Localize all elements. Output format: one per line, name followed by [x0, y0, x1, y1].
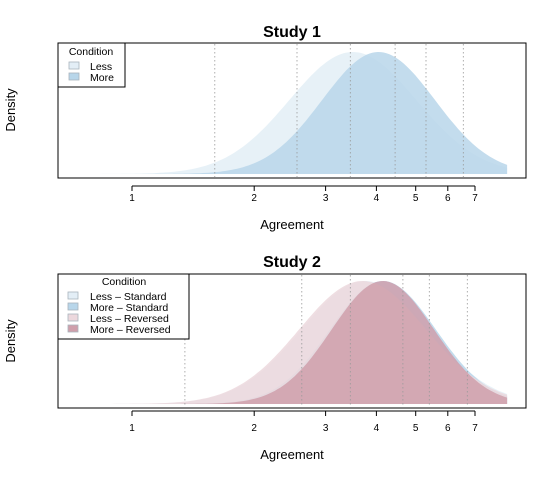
legend-title: Condition [69, 46, 114, 58]
legend: Condition Less – Standard More – Standar… [57, 273, 190, 340]
legend-box [57, 273, 190, 340]
legend-label: Less [90, 61, 112, 73]
x-axis: 1 2 3 4 5 6 7 [129, 410, 478, 434]
x-axis-label: Agreement [260, 217, 324, 232]
x-tick-label: 2 [251, 423, 257, 434]
legend-swatch [67, 291, 79, 300]
x-tick-label: 6 [445, 193, 451, 204]
legend-entry: Less [68, 61, 112, 73]
legend-swatch [67, 324, 79, 333]
plot-area [47, 273, 527, 409]
density-series [47, 52, 508, 174]
x-tick-label: 4 [374, 423, 380, 434]
y-axis-label: Density [3, 319, 18, 363]
x-tick-label: 1 [129, 193, 135, 204]
panel-study-2: Study 2 1 2 3 4 5 6 7 Agreement Density Condit… [3, 254, 527, 462]
x-tick-label: 5 [413, 193, 419, 204]
legend-title: Condition [102, 276, 147, 288]
x-tick-label: 2 [251, 193, 257, 204]
x-tick-label: 7 [472, 193, 478, 204]
x-axis: 1 2 3 4 5 6 7 [129, 185, 478, 204]
legend-swatch [67, 302, 79, 311]
density-areas [47, 281, 508, 404]
panel-study-1: Study 1 1 2 3 4 5 6 7 Agreement Density Condit… [3, 24, 527, 232]
x-tick-label: 3 [323, 423, 329, 434]
density-areas [47, 52, 508, 174]
x-tick-label: 3 [323, 193, 329, 204]
legend-entry: Less – Standard [67, 291, 167, 303]
legend-entry: More – Reversed [67, 324, 171, 336]
legend-entry: Less – Reversed [67, 313, 169, 325]
x-tick-label: 6 [445, 423, 451, 434]
x-tick-label: 4 [374, 193, 380, 204]
legend-swatch [67, 313, 79, 322]
x-tick-label: 5 [413, 423, 419, 434]
chart-title: Study 2 [263, 254, 321, 271]
legend: Condition Less More [57, 42, 126, 88]
x-tick-label: 1 [129, 423, 135, 434]
x-axis-label: Agreement [260, 447, 324, 462]
legend-label: More – Standard [90, 302, 168, 314]
plot-frame [57, 42, 527, 179]
legend-swatch [68, 61, 80, 70]
legend-swatch [68, 72, 80, 81]
legend-entry: More [68, 72, 114, 84]
x-tick-label: 7 [472, 423, 478, 434]
legend-entry: More – Standard [67, 302, 168, 314]
y-axis-label: Density [3, 88, 18, 132]
chart-title: Study 1 [263, 24, 321, 41]
legend-label: More – Reversed [90, 324, 171, 336]
plot-frame [57, 273, 527, 409]
legend-label: More [90, 72, 114, 84]
legend-label: Less – Standard [90, 291, 167, 303]
plot-area [47, 42, 527, 179]
density-series [47, 281, 508, 404]
legend-label: Less – Reversed [90, 313, 169, 325]
